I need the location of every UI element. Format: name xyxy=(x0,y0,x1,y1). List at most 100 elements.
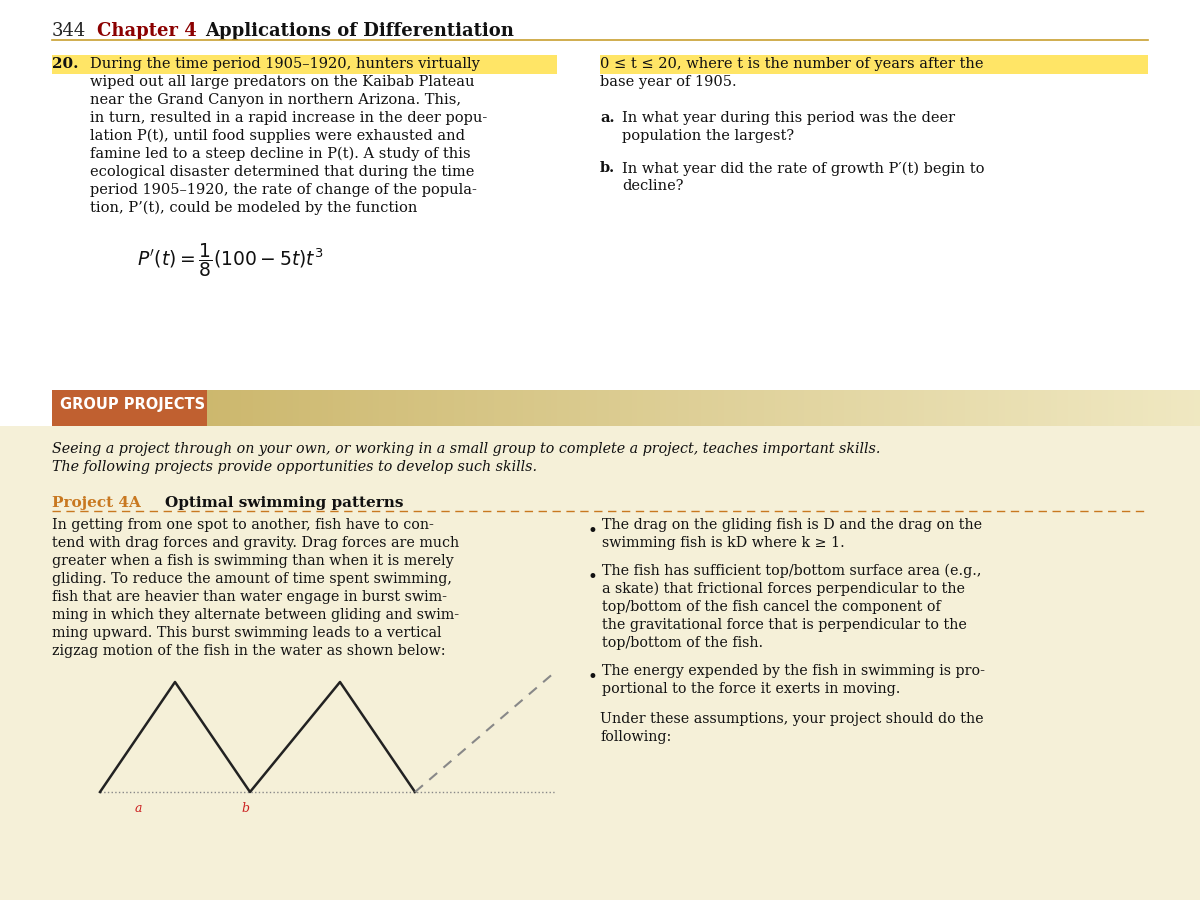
Text: •: • xyxy=(588,668,598,686)
Bar xyxy=(1108,390,1115,426)
Bar xyxy=(730,390,736,426)
Text: Seeing a project through on your own, or working in a small group to complete a : Seeing a project through on your own, or… xyxy=(52,442,881,456)
Bar xyxy=(241,390,248,426)
Text: 0 ≤ t ≤ 20, where t is the number of years after the: 0 ≤ t ≤ 20, where t is the number of yea… xyxy=(600,57,984,71)
Bar xyxy=(637,390,644,426)
Bar xyxy=(856,390,863,426)
Bar xyxy=(890,390,896,426)
Bar xyxy=(1051,390,1057,426)
Bar xyxy=(482,390,490,426)
Bar xyxy=(631,390,638,426)
Bar xyxy=(827,390,834,426)
Text: In what year during this period was the deer: In what year during this period was the … xyxy=(622,111,955,125)
Bar xyxy=(70,390,76,426)
Bar xyxy=(64,390,71,426)
Bar xyxy=(844,390,851,426)
Text: famine led to a steep decline in P(t). A study of this: famine led to a steep decline in P(t). A… xyxy=(90,147,470,161)
Bar xyxy=(575,390,581,426)
Bar xyxy=(988,390,995,426)
Bar xyxy=(965,390,972,426)
Bar xyxy=(311,390,317,426)
Bar xyxy=(672,390,679,426)
Bar xyxy=(127,390,133,426)
Bar xyxy=(901,390,908,426)
Bar xyxy=(511,390,518,426)
Bar xyxy=(334,390,340,426)
Text: In what year did the rate of growth P′(t) begin to: In what year did the rate of growth P′(t… xyxy=(622,161,984,176)
Bar xyxy=(586,390,593,426)
Bar xyxy=(684,390,690,426)
Bar xyxy=(821,390,828,426)
Bar xyxy=(1154,390,1160,426)
Bar xyxy=(563,390,570,426)
Bar xyxy=(466,390,472,426)
Bar xyxy=(775,390,782,426)
Bar xyxy=(1000,390,1006,426)
Text: gliding. To reduce the amount of time spent swimming,: gliding. To reduce the amount of time sp… xyxy=(52,572,452,586)
Bar xyxy=(391,390,397,426)
Text: greater when a fish is swimming than when it is merely: greater when a fish is swimming than whe… xyxy=(52,554,454,568)
Bar xyxy=(701,390,707,426)
Bar xyxy=(655,390,661,426)
Bar xyxy=(1183,390,1189,426)
Bar xyxy=(1085,390,1092,426)
Bar xyxy=(787,390,793,426)
Bar xyxy=(924,390,931,426)
Bar xyxy=(907,390,914,426)
Bar xyxy=(678,390,684,426)
Bar xyxy=(58,390,65,426)
Bar xyxy=(379,390,386,426)
Text: portional to the force it exerts in moving.: portional to the force it exerts in movi… xyxy=(602,682,900,696)
Bar xyxy=(792,390,799,426)
Bar xyxy=(948,390,954,426)
Bar xyxy=(971,390,977,426)
Bar xyxy=(505,390,512,426)
Bar xyxy=(862,390,868,426)
Text: The drag on the gliding fish is D and the drag on the: The drag on the gliding fish is D and th… xyxy=(602,518,982,532)
Bar xyxy=(620,390,628,426)
Bar xyxy=(884,390,892,426)
Bar xyxy=(557,390,564,426)
Bar xyxy=(499,390,506,426)
Bar xyxy=(305,390,311,426)
Text: Chapter 4: Chapter 4 xyxy=(97,22,197,40)
Bar xyxy=(604,390,610,426)
Bar xyxy=(184,390,191,426)
Bar xyxy=(1171,390,1178,426)
Bar xyxy=(155,390,162,426)
Bar xyxy=(206,390,214,426)
Bar xyxy=(752,390,760,426)
Text: In getting from one spot to another, fish have to con-: In getting from one spot to another, fis… xyxy=(52,518,434,532)
Text: near the Grand Canyon in northern Arizona. This,: near the Grand Canyon in northern Arizon… xyxy=(90,93,461,107)
Bar xyxy=(1080,390,1086,426)
Bar xyxy=(454,390,461,426)
Bar xyxy=(718,390,725,426)
Bar xyxy=(850,390,857,426)
Bar xyxy=(895,390,902,426)
Text: Optimal swimming patterns: Optimal swimming patterns xyxy=(166,496,403,510)
Bar xyxy=(626,390,632,426)
Bar xyxy=(913,390,919,426)
Bar xyxy=(179,390,185,426)
Bar xyxy=(614,390,622,426)
Bar xyxy=(138,390,145,426)
Bar xyxy=(580,390,587,426)
Bar xyxy=(798,390,805,426)
Text: population the largest?: population the largest? xyxy=(622,129,794,143)
Text: b.: b. xyxy=(600,161,616,176)
Text: 20.: 20. xyxy=(52,57,78,71)
Bar xyxy=(758,390,764,426)
Bar xyxy=(350,390,358,426)
Bar xyxy=(488,390,494,426)
Bar xyxy=(316,390,323,426)
Bar xyxy=(202,390,208,426)
Bar xyxy=(994,390,1000,426)
Bar xyxy=(173,390,179,426)
Bar xyxy=(660,390,667,426)
Bar xyxy=(460,390,467,426)
Bar xyxy=(276,390,283,426)
Bar xyxy=(763,390,770,426)
Bar xyxy=(746,390,754,426)
Bar xyxy=(356,390,362,426)
Bar xyxy=(103,390,110,426)
